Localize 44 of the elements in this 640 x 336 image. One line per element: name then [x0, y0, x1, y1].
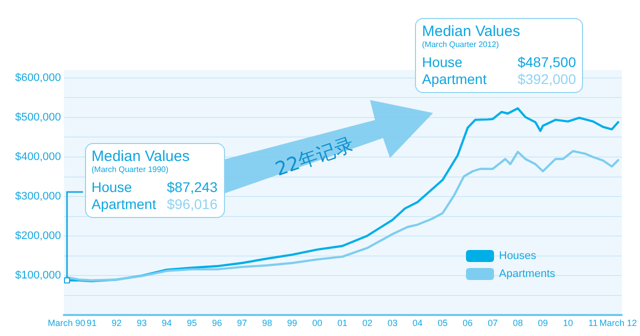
y-tick-label: $400,000: [15, 151, 61, 164]
x-tick-label: 05: [438, 318, 448, 328]
y-tick-label: $500,000: [15, 111, 61, 124]
text: (March Quarter 2012): [422, 40, 500, 50]
legend-label: Houses: [499, 250, 536, 262]
annotation: $392,000: [518, 71, 576, 88]
x-tick-label: 93: [136, 318, 147, 328]
annotation: 22年记录: [272, 132, 358, 183]
x-tick-label: 08: [512, 318, 523, 328]
annotation: (March Quarter 1990): [92, 165, 170, 175]
x-tick-label: 91: [86, 318, 97, 328]
y-tick-label: $200,000: [15, 230, 61, 242]
text: $487,500: [518, 54, 576, 71]
x-tick-label: 02: [362, 318, 372, 328]
x-tick-label: 94: [162, 318, 172, 328]
x-tick-label: 04: [412, 318, 423, 328]
x-tick-label: March 90: [48, 318, 86, 328]
text: Median Values: [422, 23, 522, 40]
x-tick-label: 96: [212, 318, 222, 328]
x-tick-label: 09: [538, 318, 548, 328]
x-tick-label: 95: [186, 318, 197, 328]
annotation: $87,243: [166, 179, 218, 196]
x-tick-label: 10: [562, 318, 573, 328]
legend-label: Apartments: [499, 268, 556, 280]
x-tick-label: 07: [488, 318, 498, 328]
annotation: Median Values: [92, 148, 191, 165]
annotation: $96,016: [166, 196, 218, 213]
y-tick-label: $300,000: [15, 190, 61, 203]
x-tick-label: 99: [287, 318, 298, 328]
annotation: House: [92, 179, 132, 196]
x-tick-label: 06: [462, 318, 473, 328]
x-tick-label: 97: [237, 318, 248, 328]
annotation: Apartment: [422, 71, 487, 88]
x-tick-label: 03: [387, 318, 398, 328]
annotation: Apartment: [92, 196, 156, 213]
y-tick-label: $100,000: [15, 270, 61, 282]
x-tick-label: 92: [112, 318, 122, 328]
x-tick-label: March 12: [599, 318, 637, 328]
x-tick-label: 01: [337, 318, 348, 328]
x-tick-label: 98: [262, 318, 272, 328]
text: House: [422, 54, 462, 71]
x-tick-label: 11: [588, 318, 598, 328]
x-tick-label: 00: [312, 318, 322, 328]
y-tick-label: $600,000: [15, 72, 61, 84]
